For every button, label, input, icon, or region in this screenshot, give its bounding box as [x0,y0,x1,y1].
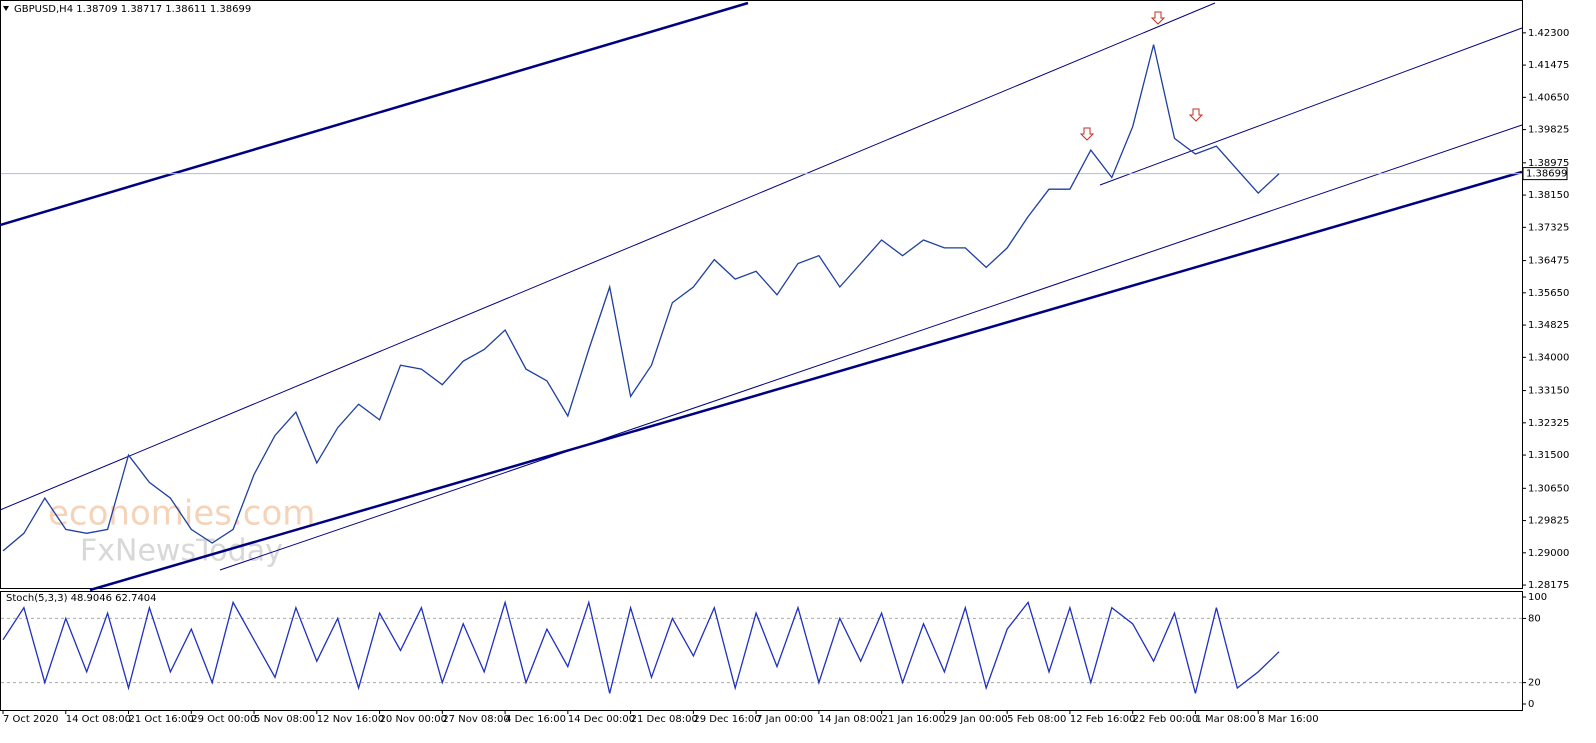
y-tick-label: 1.38975 [1528,158,1569,169]
x-tick-label: 29 Jan 00:00 [944,714,1007,725]
menu-icon [3,6,9,11]
price-frame [0,0,1523,589]
x-tick-label: 12 Feb 16:00 [1070,714,1136,725]
y-tick-label: 1.32325 [1528,418,1569,429]
y-tick-label: 1.35650 [1528,288,1569,299]
y-tick-label: 1.42300 [1528,28,1569,39]
stoch-header: Stoch(5,3,3) 48.9046 62.7404 [6,593,157,604]
y-tick-label: 1.41475 [1528,60,1569,71]
channel-line [0,1,749,227]
y-tick-label: 1.38150 [1528,190,1569,201]
x-tick-label: 29 Dec 16:00 [693,714,760,725]
y-tick-label: 1.29000 [1528,548,1569,559]
arrows [1079,11,1204,141]
x-tick-label: 27 Nov 08:00 [442,714,509,725]
y-tick-label: 80 [1528,613,1541,624]
x-tick-label: 14 Oct 08:00 [66,714,131,725]
x-tick-label: 20 Nov 00:00 [380,714,447,725]
channel-line [1099,27,1523,186]
x-tick-label: 21 Dec 08:00 [631,714,698,725]
price-line [2,44,1280,552]
stoch-frame [0,591,1523,711]
y-tick-label: 1.31500 [1528,450,1569,461]
x-tick-label: 7 Jan 00:00 [756,714,813,725]
y-tick-label: 1.34825 [1528,320,1569,331]
x-tick-label: 21 Jan 16:00 [882,714,945,725]
y-tick-label: 20 [1528,678,1541,689]
x-tick-label: 21 Oct 16:00 [129,714,194,725]
x-tick-label: 22 Feb 00:00 [1133,714,1199,725]
y-tick-label: 1.30650 [1528,483,1569,494]
arrow [1150,11,1166,25]
x-tick-label: 4 Dec 16:00 [505,714,566,725]
x-tick-label: 14 Dec 00:00 [568,714,635,725]
symbol-header: GBPUSD,H4 1.38709 1.38717 1.38611 1.3869… [14,4,251,15]
y-tick-label: 1.29825 [1528,516,1569,527]
channel-line [0,2,1216,511]
y-tick-label: 1.36475 [1528,256,1569,267]
x-tick-label: 29 Oct 00:00 [191,714,256,725]
channel-line [219,124,1523,571]
x-tick-label: 5 Nov 08:00 [254,714,315,725]
y-tick-label: 1.40650 [1528,92,1569,103]
y-tick-label: 1.37325 [1528,222,1569,233]
channel-line [89,170,1523,592]
watermark: economies.com [48,494,315,534]
y-tick-label: 1.33150 [1528,386,1569,397]
channel-lines [0,1,1523,592]
price-line [2,599,1280,694]
x-tick-label: 8 Mar 16:00 [1258,714,1318,725]
y-tick-label: 1.39825 [1528,125,1569,136]
x-tick-label: 1 Mar 08:00 [1195,714,1255,725]
x-tick-label: 14 Jan 08:00 [819,714,882,725]
y-tick-label: 1.34000 [1528,352,1569,363]
x-tick-label: 5 Feb 08:00 [1007,714,1066,725]
last-price-label: 1.38699 [1526,169,1567,180]
arrow [1079,127,1095,141]
x-tick-label: 7 Oct 2020 [3,714,58,725]
y-tick-label: 1.28175 [1528,580,1569,591]
y-tick-label: 100 [1528,592,1547,603]
arrow [1188,108,1204,122]
y-tick-label: 0 [1528,699,1534,710]
last-price-box [1522,167,1568,181]
x-tick-label: 12 Nov 16:00 [317,714,384,725]
